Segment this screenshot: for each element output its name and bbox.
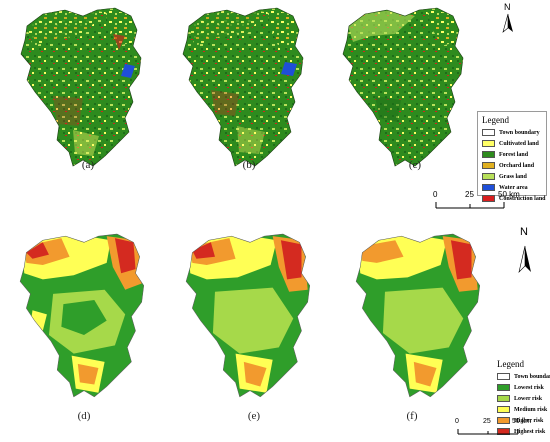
scale-bar	[435, 202, 505, 209]
legend-item: Cultivated land	[482, 138, 542, 149]
north-label: N	[504, 2, 511, 12]
legend-item: Construction land	[482, 193, 546, 204]
scale-tick: 50 km	[512, 418, 532, 425]
north-arrow-icon	[518, 245, 531, 273]
panel-label-e: (e)	[247, 410, 261, 422]
landuse-map-c	[342, 7, 464, 167]
panel-label-f: (f)	[406, 410, 418, 422]
legend-item: Grass land	[482, 171, 542, 182]
legend-label: Lowest risk	[514, 384, 544, 391]
landuse-legend: Legend Town boundary Cultivated land Fores…	[477, 111, 547, 202]
landuse-map-b	[182, 7, 304, 167]
legend-item: Forest land	[482, 149, 542, 160]
legend-label: Cultivated land	[499, 140, 539, 147]
legend-swatch	[482, 151, 495, 158]
legend-swatch	[497, 406, 510, 413]
legend-label: Higher risk	[514, 417, 544, 424]
north-arrow-icon	[502, 13, 513, 33]
panel-label-d: (d)	[77, 410, 91, 422]
risk-legend: Legend Town boundary Lowest risk Lower ris…	[492, 355, 550, 435]
legend-label: Town boundary	[514, 373, 550, 380]
scale-tick: 25	[483, 418, 491, 425]
legend-item: Water area	[482, 182, 542, 193]
legend-item: Lower risk	[497, 393, 543, 404]
legend-title: Legend	[497, 359, 524, 369]
panel-label-a: (a)	[81, 159, 95, 171]
legend-item: Higher risk	[497, 415, 543, 426]
legend-label: Orchard land	[499, 162, 535, 169]
north-label: N	[520, 226, 528, 238]
legend-swatch	[482, 173, 495, 180]
legend-item: Orchard land	[482, 160, 542, 171]
legend-title: Legend	[482, 115, 509, 125]
legend-swatch	[482, 162, 495, 169]
scale-bar	[457, 429, 519, 435]
legend-label: Construction land	[499, 195, 546, 202]
panel-label-b: (b)	[242, 159, 256, 171]
legend-swatch	[497, 384, 510, 391]
scale-tick: 0	[433, 190, 438, 199]
legend-label: Highest risk	[514, 428, 546, 435]
legend-item: Medium risk	[497, 404, 547, 415]
legend-item: Lowest risk	[497, 382, 544, 393]
risk-map-f	[355, 233, 481, 398]
panel-label-c: (c)	[408, 159, 422, 171]
legend-swatch	[482, 129, 495, 136]
legend-swatch	[497, 395, 510, 402]
legend-label: Grass land	[499, 173, 527, 180]
legend-swatch	[482, 195, 495, 202]
landuse-map-a	[20, 7, 142, 167]
legend-swatch	[497, 417, 510, 424]
legend-item: Town boundary	[497, 371, 550, 382]
risk-map-d	[19, 233, 145, 398]
legend-label: Medium risk	[514, 406, 548, 413]
legend-item: Town boundary	[482, 127, 542, 138]
legend-swatch	[482, 184, 495, 191]
scale-tick: 50 km	[498, 190, 520, 199]
risk-map-e	[185, 233, 311, 398]
legend-swatch	[482, 140, 495, 147]
legend-label: Water area	[499, 184, 528, 191]
legend-label: Forest land	[499, 151, 529, 158]
scale-tick: 25	[465, 190, 474, 199]
legend-label: Lower risk	[514, 395, 543, 402]
scale-tick: 0	[455, 418, 459, 425]
legend-swatch	[497, 373, 510, 380]
legend-label: Town boundary	[499, 129, 540, 136]
